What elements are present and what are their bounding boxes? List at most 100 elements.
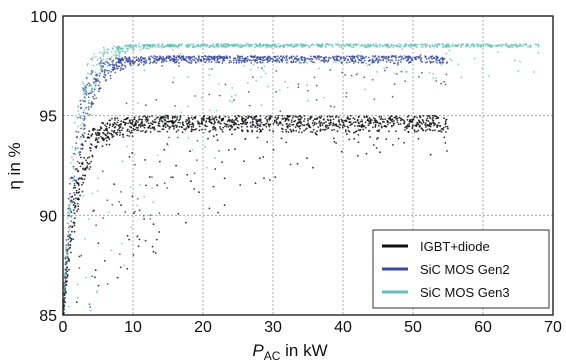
data-point [306,61,308,64]
data-point [354,131,357,133]
data-point [124,66,127,68]
data-point [249,68,252,71]
data-point [391,118,393,121]
data-point [187,46,190,49]
data-point [96,138,99,141]
data-point [157,116,159,119]
data-point [104,124,106,126]
data-point [267,59,269,62]
data-point [128,120,131,123]
data-point [360,124,363,127]
data-point [148,176,151,178]
data-point [345,43,348,46]
data-point [143,46,145,49]
data-point [441,43,444,45]
data-point [234,148,236,151]
data-point [221,129,223,131]
data-point [427,124,429,127]
data-point [82,122,84,125]
data-point [86,161,88,164]
data-point [377,59,380,62]
data-point [84,97,87,99]
data-point [424,45,427,47]
data-point [197,44,200,46]
data-point [202,45,205,48]
data-point [118,200,121,203]
data-point [103,52,106,54]
data-point [77,110,80,112]
data-point [382,55,384,58]
data-point [405,125,408,128]
data-point [90,101,93,104]
data-point [213,59,216,62]
data-point [297,57,300,60]
data-point [80,127,82,130]
data-point [349,121,352,123]
data-point [96,63,98,66]
data-point [208,109,211,112]
data-point [159,160,161,163]
data-point [253,118,256,121]
data-point [73,182,76,185]
data-point [274,116,277,119]
data-point [270,46,273,49]
data-point [429,153,432,156]
data-point [241,55,244,58]
data-point [325,121,327,123]
data-point [256,130,258,133]
data-point [393,44,396,47]
data-point [143,196,146,198]
data-point [155,62,158,64]
data-point [157,130,160,133]
data-point [308,45,311,48]
data-point [90,106,93,108]
data-point [67,305,70,308]
data-point [235,62,238,64]
data-point [97,132,99,135]
data-point [452,43,454,46]
data-point [78,177,81,180]
data-point [85,106,87,109]
data-point [236,44,239,47]
data-point [312,120,315,122]
data-point [365,152,368,155]
data-point [318,45,320,48]
data-point [116,65,118,68]
data-point [312,166,314,169]
data-point [254,126,256,128]
data-point [420,53,422,55]
data-point [102,217,105,220]
data-point [387,57,389,59]
data-point [159,56,162,59]
data-point [424,46,427,49]
data-point [247,91,250,93]
data-point [340,118,343,121]
data-point [102,46,105,49]
data-point [81,117,84,120]
data-point [171,121,173,124]
data-point [179,118,181,120]
data-point [206,44,209,47]
data-point [129,132,132,134]
data-point [135,120,138,122]
data-point [327,127,330,129]
data-point [345,95,348,98]
x-tick-label: 50 [404,319,422,336]
data-point [378,116,381,118]
data-point [365,62,368,65]
data-point [372,117,375,119]
data-point [120,204,122,207]
data-point [395,115,398,118]
data-point [398,56,400,58]
data-point [91,275,93,278]
data-point [259,46,262,48]
data-point [126,47,129,50]
data-point [176,55,179,57]
data-point [416,46,418,49]
data-point [340,61,343,64]
data-point [70,220,73,223]
data-point [187,76,190,78]
data-point [367,56,370,59]
data-point [356,57,359,59]
